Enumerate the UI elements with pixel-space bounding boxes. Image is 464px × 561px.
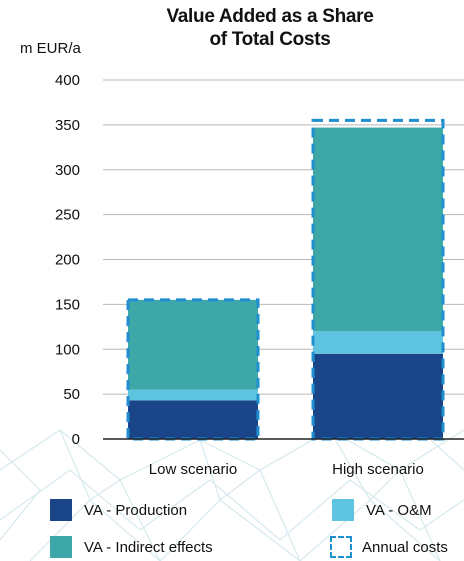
legend-swatch-indirect-effects xyxy=(50,536,72,558)
y-tick-label: 250 xyxy=(55,207,80,224)
y-tick-label: 200 xyxy=(55,252,80,269)
legend-item-production: VA - Production xyxy=(50,499,187,521)
y-tick-label: 50 xyxy=(63,386,80,403)
y-tick-label: 0 xyxy=(72,431,80,448)
bar-segment-va-o-m-1 xyxy=(313,331,443,354)
bar-segment-va-production-1 xyxy=(313,353,443,439)
legend-item-annual-costs: Annual costs xyxy=(330,536,448,558)
x-category-label: Low scenario xyxy=(149,461,237,478)
y-tick-label: 100 xyxy=(55,341,80,358)
legend-item-indirect-effects: VA - Indirect effects xyxy=(50,536,213,558)
y-tick-label: 150 xyxy=(55,296,80,313)
y-tick-label: 400 xyxy=(55,72,80,89)
chart-title-line-2: of Total Costs xyxy=(209,29,331,50)
legend-item-om: VA - O&M xyxy=(332,499,432,521)
legend-label-om: VA - O&M xyxy=(366,501,432,519)
legend-swatch-production xyxy=(50,499,72,521)
y-tick-label: 350 xyxy=(55,117,80,134)
bar-segment-va-indirect-effects-1 xyxy=(313,127,443,332)
legend-label-production: VA - Production xyxy=(84,501,188,519)
bar-segment-va-o-m-0 xyxy=(128,389,258,401)
bar-segment-va-production-0 xyxy=(128,400,258,439)
legend-swatch-annual-costs xyxy=(330,536,352,558)
x-category-label: High scenario xyxy=(332,461,424,478)
bar-segment-va-indirect-effects-0 xyxy=(128,299,258,390)
chart-title-line-1: Value Added as a Share xyxy=(166,6,374,27)
legend-label-annual-costs: Annual costs xyxy=(362,538,448,556)
legend-swatch-om xyxy=(332,499,354,521)
y-tick-label: 300 xyxy=(55,162,80,179)
annual-costs-outline-0 xyxy=(126,298,260,441)
y-axis-unit-label: m EUR/a xyxy=(20,40,81,57)
legend-label-indirect-effects: VA - Indirect effects xyxy=(84,538,213,556)
